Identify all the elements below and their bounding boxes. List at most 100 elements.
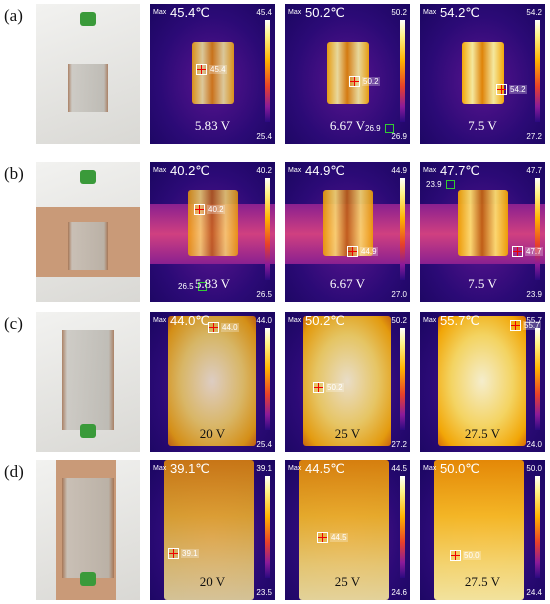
hotspot-marker: [496, 84, 507, 95]
thermal-image: Max 44.9℃ 44.9 27.0 44.9 6.67 V: [285, 162, 410, 302]
hotspot-marker: [317, 532, 328, 543]
hotspot-marker: [510, 320, 521, 331]
scale-bottom: 27.2: [391, 440, 407, 449]
hotspot-marker: [194, 204, 205, 215]
thermal-image: Max 44.0℃ 44.0 25.4 44.0 20 V: [150, 312, 275, 452]
hotspot-label: 44.9: [360, 247, 378, 256]
hotspot-marker: [347, 246, 358, 257]
scale-top: 39.1: [256, 464, 272, 473]
max-temperature: 47.7℃: [440, 163, 480, 178]
colorbar: [265, 178, 270, 280]
scale-bottom: 23.5: [256, 588, 272, 597]
hot-region: [303, 316, 391, 446]
scale-bottom: 24.4: [526, 588, 542, 597]
thermal-image: Max 45.4℃ 45.4 25.4 45.4 5.83 V: [150, 4, 275, 144]
hot-region: [168, 316, 256, 446]
thermal-image: Max 50.0℃ 50.0 24.4 50.0 27.5 V: [420, 460, 545, 600]
hot-region: [458, 190, 508, 256]
clip: [80, 12, 96, 26]
min-marker: [446, 180, 455, 189]
colorbar: [400, 328, 405, 430]
device: [68, 222, 108, 270]
hotspot-label: 54.2: [509, 85, 527, 94]
hot-region: [434, 460, 524, 600]
device-photo: [36, 4, 140, 144]
scale-bottom: 24.0: [526, 440, 542, 449]
device: [62, 478, 114, 578]
voltage: 27.5 V: [464, 426, 501, 441]
colorbar: [400, 20, 405, 122]
voltage: 7.5 V: [468, 118, 497, 133]
hotspot-label: 55.7: [523, 321, 541, 330]
max-prefix: Max: [153, 317, 167, 324]
hot-region: [323, 190, 373, 256]
max-prefix: Max: [288, 465, 302, 472]
clip: [80, 424, 96, 438]
scale-top: 50.2: [391, 316, 407, 325]
scale-top: 47.7: [526, 166, 542, 175]
hot-region: [327, 42, 369, 104]
hotspot-marker: [196, 64, 207, 75]
scale-bottom: 23.9: [526, 290, 542, 299]
hotspot-label: 39.1: [181, 549, 199, 558]
min-marker: [198, 282, 207, 291]
thermal-image: Max 50.2℃ 50.2 27.2 50.2 25 V: [285, 312, 410, 452]
scale-top: 44.0: [256, 316, 272, 325]
voltage: 7.5 V: [468, 276, 497, 291]
hot-region: [164, 460, 254, 600]
max-prefix: Max: [153, 9, 167, 16]
scale-bottom: 24.6: [391, 588, 407, 597]
voltage: 20 V: [199, 574, 226, 589]
hotspot-marker: [512, 246, 523, 257]
voltage: 25 V: [334, 574, 361, 589]
max-prefix: Max: [423, 465, 437, 472]
max-prefix: Max: [153, 465, 167, 472]
scale-top: 44.9: [391, 166, 407, 175]
hotspot-label: 50.2: [362, 77, 380, 86]
voltage: 25 V: [334, 426, 361, 441]
row-label: (a): [4, 6, 23, 25]
colorbar: [535, 328, 540, 430]
voltage: 5.83 V: [194, 118, 231, 133]
row-label: (c): [4, 314, 23, 333]
scale-top: 54.2: [526, 8, 542, 17]
max-temperature: 50.0℃: [440, 461, 480, 476]
colorbar: [400, 178, 405, 280]
voltage: 20 V: [199, 426, 226, 441]
thermal-image: Max 44.5℃ 44.5 24.6 44.5 25 V: [285, 460, 410, 600]
scale-bottom: 25.4: [256, 132, 272, 141]
scale-bottom: 25.4: [256, 440, 272, 449]
max-prefix: Max: [288, 9, 302, 16]
clip: [80, 572, 96, 586]
hotspot-label: 50.2: [326, 383, 344, 392]
scale-bottom: 27.2: [526, 132, 542, 141]
max-prefix: Max: [288, 317, 302, 324]
voltage: 27.5 V: [464, 574, 501, 589]
hotspot-marker: [313, 382, 324, 393]
row-label: (d): [4, 462, 24, 481]
device: [62, 330, 114, 430]
max-prefix: Max: [153, 167, 167, 174]
row-label: (b): [4, 164, 24, 183]
scale-top: 40.2: [256, 166, 272, 175]
max-prefix: Max: [423, 9, 437, 16]
hot-region: [299, 460, 389, 600]
hotspot-label: 44.5: [330, 533, 348, 542]
scale-top: 50.0: [526, 464, 542, 473]
hotspot-marker: [208, 322, 219, 333]
max-temperature: 40.2℃: [170, 163, 210, 178]
max-temperature: 50.2℃: [305, 5, 345, 20]
device-photo: [36, 460, 140, 600]
voltage: 6.67 V: [329, 118, 366, 133]
max-temperature: 44.0℃: [170, 313, 210, 328]
max-prefix: Max: [423, 317, 437, 324]
hotspot-label: 47.7: [525, 247, 543, 256]
hotspot-label: 44.0: [221, 323, 239, 332]
hot-region: [188, 190, 238, 256]
max-temperature: 44.9℃: [305, 163, 345, 178]
hotspot-marker: [168, 548, 179, 559]
thermal-image: Max 39.1℃ 39.1 23.5 39.1 20 V: [150, 460, 275, 600]
colorbar: [265, 20, 270, 122]
hotspot-marker: [349, 76, 360, 87]
